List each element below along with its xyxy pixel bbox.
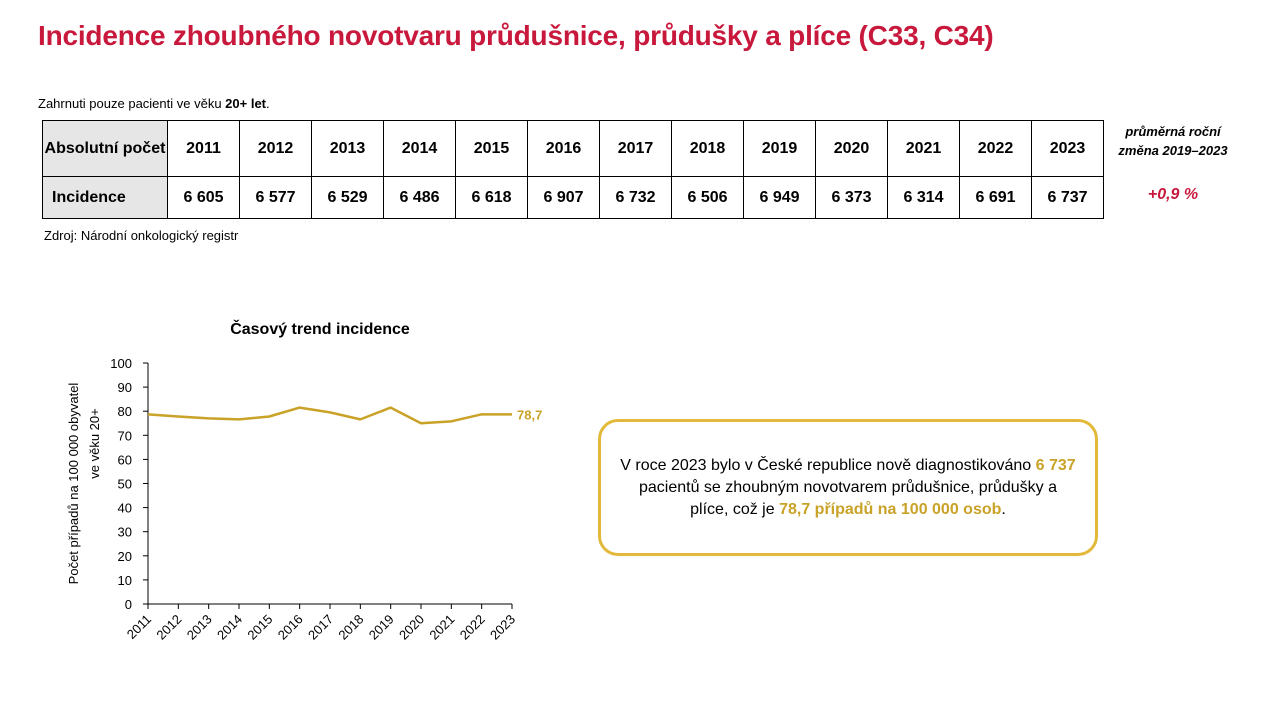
y-tick-label: 90	[118, 380, 132, 395]
series-line-incidence	[147, 406, 512, 425]
x-tick-label: 2021	[426, 612, 457, 643]
y-tick-label: 80	[118, 404, 132, 419]
x-tick-label: 2017	[305, 612, 336, 643]
table-row-incidence: Incidence 6 605 6 577 6 529 6 486 6 618 …	[42, 176, 1104, 219]
avg-change-value: +0,9 %	[1147, 186, 1199, 203]
summary-highlight-rate: 78,7 případů na 100 000 osob	[779, 500, 1002, 518]
table-cell-value: 6 737	[1031, 176, 1104, 219]
table-cell-value: 6 618	[455, 176, 528, 219]
y-tick-label: 70	[118, 428, 132, 443]
age-note: Zahrnuti pouze pacienti ve věku 20+ let.	[38, 96, 270, 111]
end-value-label: 78,7	[517, 407, 542, 422]
table-year: 2016	[527, 120, 600, 177]
chart-title: Časový trend incidence	[230, 319, 410, 338]
y-tick-label: 50	[118, 477, 132, 492]
x-tick-label: 2014	[214, 612, 245, 643]
table-cell-value: 6 373	[815, 176, 888, 219]
y-tick-label: 30	[118, 525, 132, 540]
x-tick-label: 2019	[366, 612, 397, 643]
table-year: 2012	[239, 120, 312, 177]
table-year: 2015	[455, 120, 528, 177]
table-year: 2022	[959, 120, 1032, 177]
table-cell-value: 6 506	[671, 176, 744, 219]
table-year: 2021	[887, 120, 960, 177]
table-cell-value: 6 529	[311, 176, 384, 219]
x-tick-label: 2023	[487, 612, 518, 643]
table-year: 2018	[671, 120, 744, 177]
table-year: 2017	[599, 120, 672, 177]
page-title: Incidence zhoubného novotvaru průdušnice…	[38, 20, 994, 51]
y-tick-label: 0	[125, 597, 132, 612]
table-cell-value: 6 486	[383, 176, 456, 219]
y-tick-label: 40	[118, 501, 132, 516]
summary-highlight-count: 6 737	[1035, 456, 1076, 474]
avg-change-label: průměrná roční změna 2019–2023	[1118, 124, 1228, 158]
source-note: Zdroj: Národní onkologický registr	[44, 228, 239, 243]
table-cell-value: 6 732	[599, 176, 672, 219]
incidence-table: Absolutní počet 2011 2012 2013 2014 2015…	[42, 120, 1104, 219]
x-tick-label: 2022	[457, 612, 488, 643]
table-cell-value: 6 577	[239, 176, 312, 219]
summary-box: V roce 2023 bylo v České republice nově …	[598, 419, 1098, 556]
age-note-suffix: .	[266, 96, 270, 111]
summary-text-3: .	[1001, 500, 1006, 518]
summary-text: V roce 2023 bylo v České republice nově …	[618, 455, 1078, 521]
x-tick-label: 2011	[124, 612, 154, 642]
x-tick-label: 2015	[244, 612, 275, 643]
summary-text-1: V roce 2023 bylo v České republice nově …	[620, 456, 1036, 474]
x-tick-label: 2020	[396, 612, 427, 643]
x-tick-label: 2013	[184, 612, 215, 643]
y-axis-label: Počet případů na 100 000 obyvatel	[66, 383, 81, 585]
table-year: 2013	[311, 120, 384, 177]
table-header-label: Absolutní počet	[42, 120, 168, 177]
table-year: 2023	[1031, 120, 1104, 177]
table-cell-value: 6 949	[743, 176, 816, 219]
y-tick-label: 60	[118, 452, 132, 467]
table-cell-value: 6 907	[527, 176, 600, 219]
table-row-label: Incidence	[42, 176, 168, 219]
table-year: 2014	[383, 120, 456, 177]
x-tick-label: 2016	[275, 612, 306, 643]
y-tick-label: 100	[110, 356, 132, 371]
x-tick-label: 2012	[153, 612, 184, 643]
summary-text-2: pacientů se zhoubným novotvarem průdušni…	[638, 478, 1057, 518]
y-tick-label: 20	[118, 549, 132, 564]
y-axis-label: ve věku 20+	[87, 408, 102, 478]
table-header-row: Absolutní počet 2011 2012 2013 2014 2015…	[42, 120, 1104, 177]
x-tick-label: 2018	[335, 612, 366, 643]
age-note-prefix: Zahrnuti pouze pacienti ve věku	[38, 96, 226, 111]
age-note-bold: 20+ let	[225, 96, 267, 111]
y-tick-label: 10	[118, 573, 132, 588]
